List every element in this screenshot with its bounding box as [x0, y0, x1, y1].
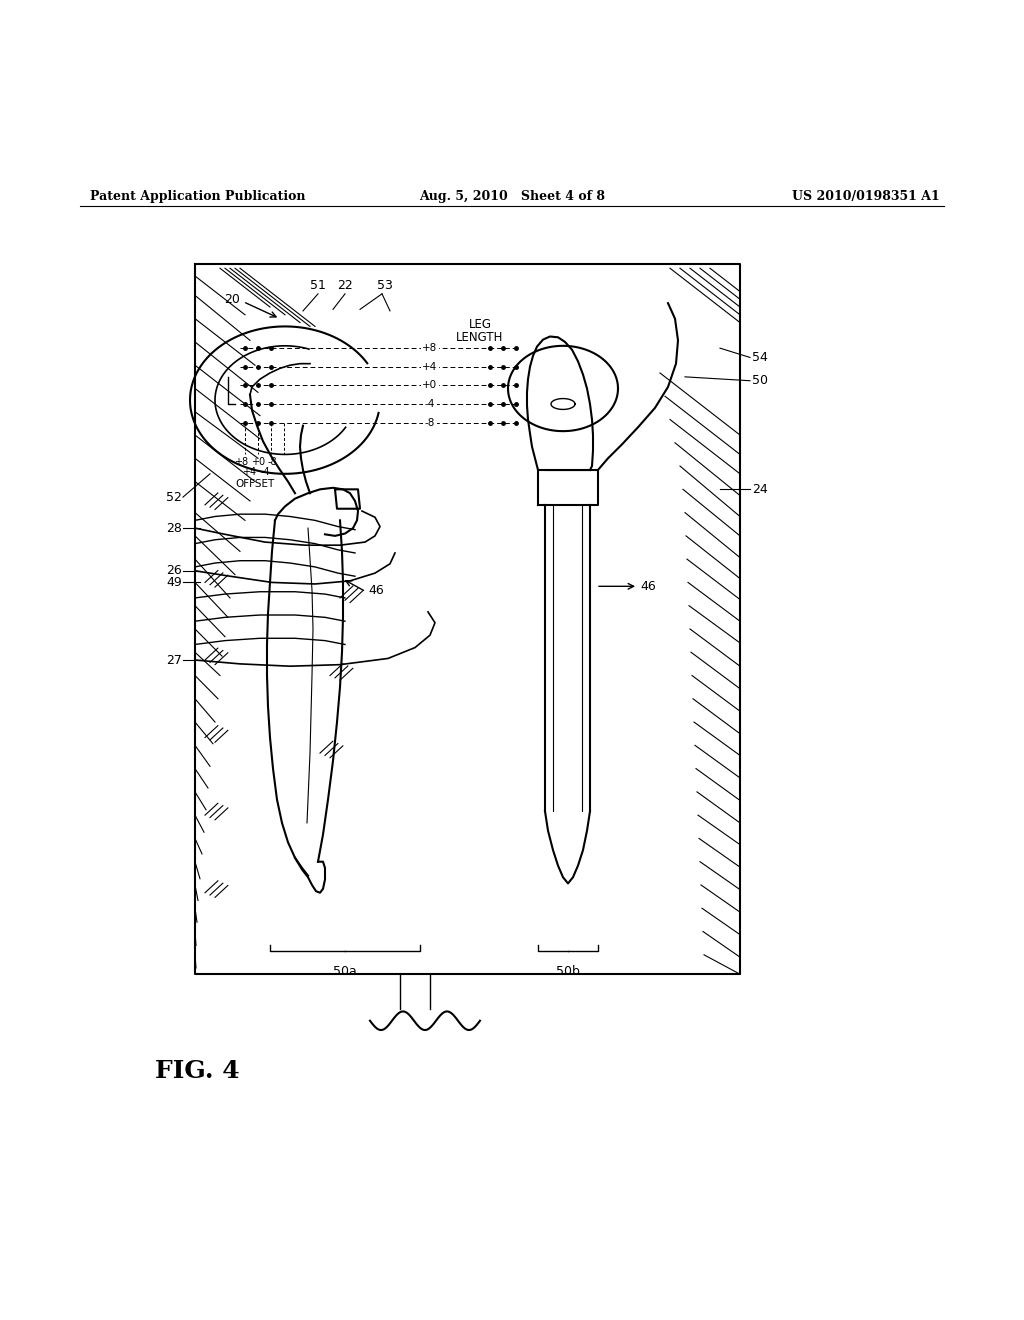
- Text: 54: 54: [752, 351, 768, 364]
- Text: LEG: LEG: [469, 318, 492, 331]
- Text: 49: 49: [166, 576, 182, 589]
- Text: +4: +4: [422, 362, 437, 372]
- Text: 51: 51: [310, 279, 326, 292]
- Text: +8: +8: [422, 343, 437, 354]
- Text: 53: 53: [377, 279, 393, 292]
- Text: 24: 24: [752, 483, 768, 496]
- Text: 27: 27: [166, 653, 182, 667]
- Text: 50a: 50a: [333, 965, 357, 978]
- Text: OFFSET: OFFSET: [236, 479, 274, 488]
- Text: 28: 28: [166, 521, 182, 535]
- Text: Patent Application Publication: Patent Application Publication: [90, 190, 305, 202]
- Text: +0: +0: [423, 380, 437, 391]
- Text: 46: 46: [640, 579, 655, 593]
- Text: +8: +8: [233, 457, 248, 467]
- Text: FIG. 4: FIG. 4: [155, 1059, 240, 1084]
- Text: 52: 52: [166, 491, 182, 504]
- Text: 20: 20: [224, 293, 240, 306]
- Text: LENGTH: LENGTH: [457, 331, 504, 343]
- Text: 22: 22: [337, 279, 353, 292]
- Text: -4: -4: [425, 399, 435, 409]
- Text: US 2010/0198351 A1: US 2010/0198351 A1: [793, 190, 940, 202]
- Text: +0: +0: [251, 457, 265, 467]
- Text: -8: -8: [267, 457, 276, 467]
- Text: -8: -8: [425, 417, 435, 428]
- Text: +4: +4: [242, 467, 256, 478]
- Text: 46: 46: [368, 583, 384, 597]
- Text: -4: -4: [260, 467, 269, 478]
- Text: 26: 26: [166, 564, 182, 577]
- Text: 50b: 50b: [556, 965, 580, 978]
- Text: 50: 50: [752, 375, 768, 387]
- Text: Aug. 5, 2010   Sheet 4 of 8: Aug. 5, 2010 Sheet 4 of 8: [419, 190, 605, 202]
